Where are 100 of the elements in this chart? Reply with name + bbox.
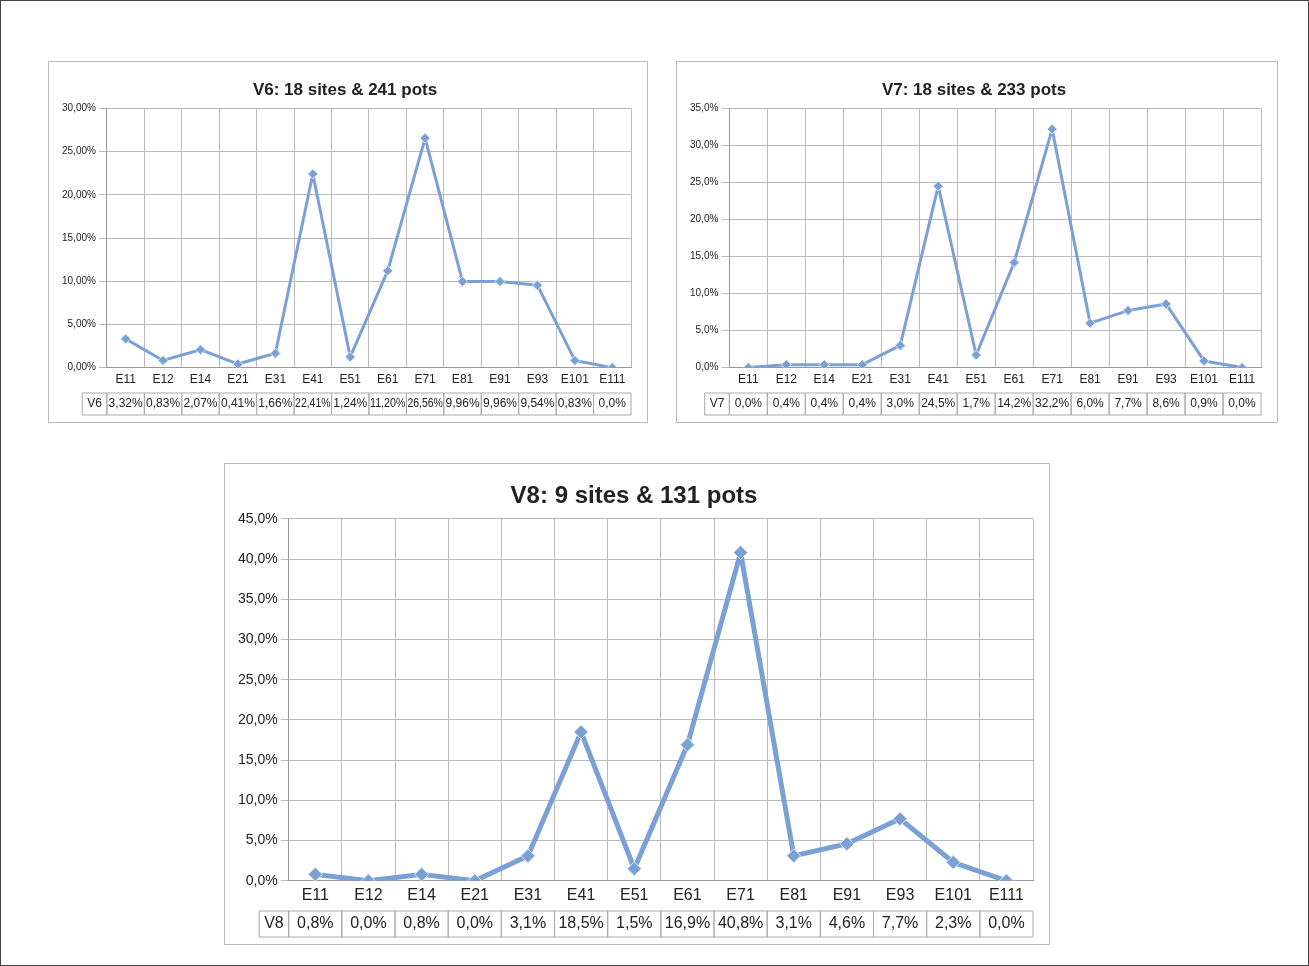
data-label: 7,7% [881, 914, 919, 932]
x-tick-label: E101 [1190, 372, 1219, 387]
y-tick-label: 5,0% [245, 831, 278, 848]
point [531, 279, 543, 291]
data-label: 3,32% [108, 396, 143, 411]
data-label: 8,6% [1152, 396, 1181, 411]
x-tick-label: E11 [301, 885, 330, 903]
x-tick-label: E93 [526, 372, 549, 387]
data-label: 9,96% [445, 396, 480, 411]
data-label: 32,2% [1035, 396, 1070, 411]
data-label: 0,41% [220, 396, 256, 411]
point [419, 132, 431, 144]
x-tick-label: E51 [965, 372, 988, 387]
x-tick-label: E111 [599, 372, 626, 387]
point [307, 168, 319, 180]
point [1198, 355, 1210, 367]
y-tick-label: 35,0% [237, 590, 278, 607]
x-tick-label: E71 [1041, 372, 1064, 387]
point [679, 737, 695, 753]
y-tick-label: 10,00% [61, 274, 97, 286]
x-tick-label: E91 [489, 372, 511, 387]
point [573, 724, 589, 740]
point [307, 866, 323, 881]
x-tick-label: E91 [1117, 372, 1140, 387]
x-tick-label: E12 [354, 885, 383, 903]
y-tick-label: 25,0% [237, 670, 278, 687]
x-tick-label: E11 [115, 372, 137, 387]
x-tick-label: E81 [779, 885, 809, 903]
y-tick-label: 5,00% [67, 318, 97, 330]
data-label: 26,56% [407, 396, 443, 410]
x-tick-label: E12 [152, 372, 175, 387]
y-tick-label: 15,00% [61, 231, 97, 243]
y-tick-label: 0,0% [695, 361, 719, 373]
x-tick-label: E101 [934, 885, 973, 903]
point [269, 347, 281, 359]
point [195, 344, 206, 356]
x-tick-label: E61 [1003, 372, 1026, 387]
data-label: 3,1% [775, 914, 812, 932]
point [945, 854, 961, 870]
point [894, 339, 906, 351]
data-label: 0,4% [772, 396, 801, 411]
text: V7 [709, 396, 725, 411]
data-label: 4,6% [828, 914, 866, 932]
x-tick-label: E21 [460, 885, 490, 903]
y-tick-label: 15,0% [237, 750, 278, 767]
data-label: 11,20% [369, 396, 406, 410]
x-tick-label: E93 [1155, 372, 1178, 387]
x-tick-label: E31 [264, 372, 287, 387]
point [932, 180, 944, 192]
point [970, 349, 982, 361]
y-tick-label: 30,0% [690, 139, 719, 151]
point [120, 333, 132, 345]
x-tick-label: E51 [620, 885, 649, 903]
y-tick-label: 20,00% [61, 188, 97, 200]
point [892, 811, 908, 827]
point [382, 265, 394, 277]
data-label: 0,8% [403, 914, 440, 932]
data-label: 3,0% [886, 396, 915, 411]
y-tick-label: 25,00% [61, 145, 97, 157]
data-label: 18,5% [558, 914, 604, 932]
point [856, 359, 868, 368]
point [157, 354, 169, 366]
data-label: 0,4% [810, 396, 839, 411]
data-label: 1,66% [258, 396, 293, 411]
data-label: 6,0% [1076, 396, 1105, 411]
x-tick-label: E111 [1228, 372, 1256, 387]
data-label: 22,41% [295, 396, 331, 410]
data-label: 0,4% [848, 396, 877, 411]
data-label: 0,0% [1228, 396, 1257, 411]
point [414, 866, 430, 881]
data-label: 0,0% [350, 914, 387, 932]
y-tick-label: 45,0% [237, 509, 278, 526]
point [1084, 317, 1096, 329]
point [344, 351, 356, 363]
data-label: 0,0% [988, 914, 1025, 932]
y-tick-label: 25,0% [690, 176, 719, 188]
y-tick-label: 10,0% [237, 791, 278, 808]
point [1008, 256, 1020, 268]
data-label: 3,1% [509, 914, 547, 932]
x-tick-label: E14 [407, 885, 436, 903]
data-label: 0,0% [734, 396, 763, 411]
x-tick-label: E41 [302, 372, 324, 387]
data-label: 0,0% [456, 914, 494, 932]
y-tick-label: 10,0% [690, 287, 719, 299]
y-tick-label: 35,0% [690, 102, 719, 114]
chart-title: V6: 18 sites & 241 pots [252, 79, 438, 99]
data-label: 0,83% [557, 396, 593, 411]
text: V6 [87, 396, 103, 411]
point [818, 359, 830, 368]
x-tick-label: E11 [738, 372, 759, 387]
data-label: 16,9% [664, 914, 711, 932]
data-label: 0,8% [297, 914, 334, 932]
x-tick-label: E111 [988, 885, 1025, 903]
x-tick-label: E61 [673, 885, 702, 903]
data-label: 40,8% [717, 914, 764, 932]
x-tick-label: E31 [889, 372, 912, 387]
y-tick-label: 0,00% [67, 361, 97, 373]
x-tick-label: E61 [377, 372, 399, 387]
data-label: 1,5% [616, 914, 653, 932]
x-tick-label: E21 [227, 372, 249, 387]
